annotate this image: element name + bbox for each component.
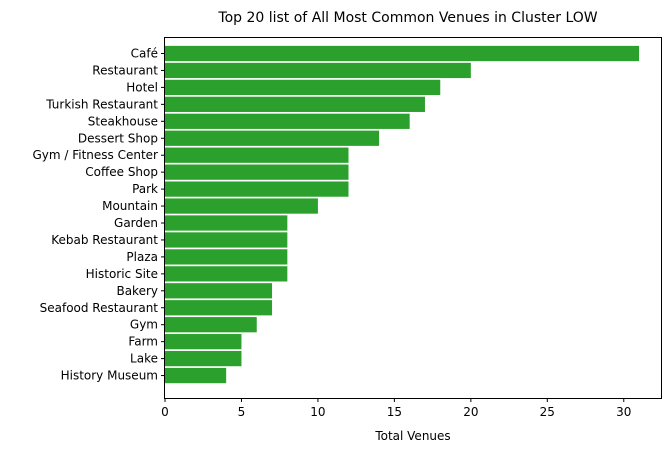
bar-seafood-restaurant: [165, 300, 273, 316]
y-tick-label: Garden: [114, 216, 158, 230]
x-tick-label: 20: [463, 405, 478, 419]
y-tick-label: Restaurant: [92, 63, 158, 77]
y-tick-label: Historic Site: [86, 267, 158, 281]
bar-mountain: [165, 198, 318, 214]
y-tick-label: Gym / Fitness Center: [32, 148, 158, 162]
x-tick-label: 30: [616, 405, 631, 419]
y-tick-label: Bakery: [116, 284, 158, 298]
y-tick-label: Steakhouse: [88, 114, 158, 128]
y-tick-label: Coffee Shop: [85, 165, 158, 179]
bar-historic-site: [165, 266, 288, 282]
y-tick-label: Lake: [130, 352, 158, 366]
bar-dessert-shop: [165, 130, 380, 146]
y-tick-label: Mountain: [102, 199, 158, 213]
bar-farm: [165, 334, 242, 350]
y-tick-label: Gym: [130, 318, 158, 332]
bar-bakery: [165, 283, 273, 299]
bar-plaza: [165, 249, 288, 265]
bar-steakhouse: [165, 113, 410, 129]
y-tick-label: Kebab Restaurant: [51, 233, 158, 247]
bar-park: [165, 181, 349, 197]
y-tick-label: Farm: [128, 335, 158, 349]
bar-history-museum: [165, 367, 227, 384]
x-tick-label: 25: [540, 405, 555, 419]
y-tick-label: Dessert Shop: [78, 131, 158, 145]
bar-turkish-restaurant: [165, 96, 425, 112]
bar-gym-fitness-center: [165, 147, 349, 163]
x-tick-label: 5: [238, 405, 246, 419]
bar-coffee-shop: [165, 164, 349, 180]
x-tick-label: 0: [161, 405, 169, 419]
bar-kebab-restaurant: [165, 232, 288, 248]
bar-hotel: [165, 79, 441, 96]
y-tick-label: Park: [132, 182, 158, 196]
y-tick-label: History Museum: [61, 369, 158, 383]
y-axis-ticks: Café Restaurant Hotel Turkish Restaurant Ste…: [32, 47, 165, 383]
y-tick-label: Café: [131, 47, 158, 61]
x-tick-label: 10: [310, 405, 325, 419]
bar-caf: [165, 45, 640, 62]
bar-gym: [165, 317, 257, 333]
y-tick-label: Plaza: [126, 250, 158, 264]
y-tick-label: Hotel: [126, 80, 158, 94]
chart-title: Top 20 list of All Most Common Venues in…: [217, 10, 597, 26]
bar-lake: [165, 350, 242, 367]
bar-garden: [165, 215, 288, 231]
x-axis-label: Total Venues: [374, 429, 450, 443]
bar-restaurant: [165, 62, 471, 79]
x-axis-ticks: 0 5 10 15 20 25 30: [161, 398, 631, 419]
plot-frame: [164, 37, 662, 399]
bars-group: [165, 45, 640, 384]
x-tick-label: 15: [387, 405, 402, 419]
y-tick-label: Seafood Restaurant: [40, 301, 159, 315]
y-tick-label: Turkish Restaurant: [45, 97, 158, 111]
